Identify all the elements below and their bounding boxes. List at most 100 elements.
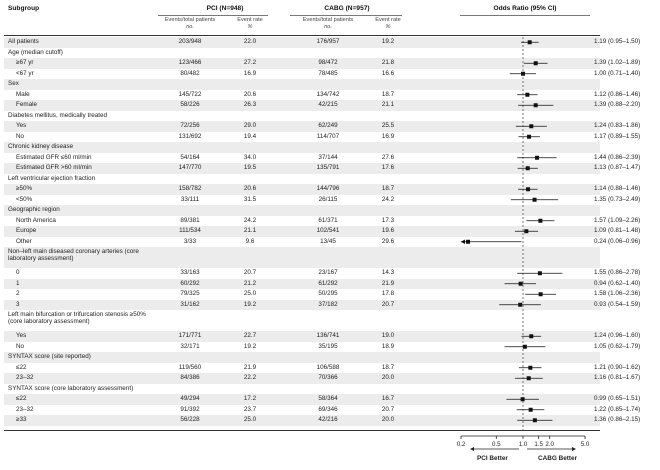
pci-event-rate: 22.2 xyxy=(243,374,257,381)
table-row: North America 89/381 24.2 61/371 17.3 1.57 (1… xyxy=(4,216,640,227)
odds-ratio-ci: 1.12 (0.86–1.46) xyxy=(594,90,641,98)
point-estimate xyxy=(538,218,543,223)
odds-ratio-ci: 1.39 (1.02–1.89) xyxy=(594,59,641,66)
cabg-events: 50/295 xyxy=(318,290,338,297)
cabg-rate-subheader: Event rate xyxy=(375,17,401,23)
table-row: Yes 171/771 22.7 136/741 19.0 1.24 (0.96–1.60… xyxy=(4,331,640,342)
odds-ratio-ci: 1.58 (1.06–2.36) xyxy=(594,290,641,297)
header-rule-pci xyxy=(158,15,268,16)
subgroup-label: Left main bifurcation or trifurcation st… xyxy=(8,311,146,325)
subgroup-label: Yes xyxy=(16,122,27,129)
subgroup-label: ≤22 xyxy=(16,395,27,402)
cabg-event-rate: 27.6 xyxy=(381,153,395,161)
table-row: Yes 72/256 29.0 62/249 25.5 1.24 (0.83–1.86) xyxy=(4,121,640,132)
pci-events: 58/226 xyxy=(180,101,200,108)
pci-events: 123/466 xyxy=(178,59,202,66)
subgroup-label: 3 xyxy=(16,300,20,308)
cabg-event-rate: 16.7 xyxy=(381,395,395,402)
point-estimate xyxy=(522,344,527,349)
cabg-event-rate: 21.8 xyxy=(381,59,395,66)
odds-ratio-ci: 0.93 (0.54–1.59) xyxy=(594,300,641,308)
subgroup-label: No xyxy=(16,342,25,350)
cabg-events: 98/472 xyxy=(318,59,338,66)
cabg-events: 23/167 xyxy=(318,269,338,276)
cabg-pct-unit: % xyxy=(385,24,391,30)
pci-event-rate: 34.0 xyxy=(243,153,257,161)
subgroup-label: Geographic region xyxy=(8,206,60,213)
point-estimate xyxy=(520,397,525,402)
point-estimate xyxy=(526,376,531,381)
subgroup-label: ≤22 xyxy=(16,363,27,371)
pci-event-rate: 23.7 xyxy=(243,405,257,413)
point-estimate xyxy=(524,229,529,234)
table-row: Estimated GFR >60 ml/min 147/770 19.5 135/7… xyxy=(4,163,640,174)
pci-events: 60/292 xyxy=(180,279,200,287)
table-row: Europe 111/534 21.1 102/541 19.6 1.09 (0.81–1… xyxy=(4,226,640,237)
table-row: Left ventricular ejection fraction xyxy=(4,174,600,185)
pci-better-label: PCI Better xyxy=(477,455,508,462)
subgroup-label: Estimated GFR ≤60 ml/min xyxy=(16,153,92,161)
pci-events: 111/534 xyxy=(179,227,201,234)
x-tick-label: 0.2 xyxy=(457,441,466,448)
subgroup-label: No xyxy=(16,132,25,140)
x-tick-label: 1.5 xyxy=(534,441,543,448)
pci-event-rate: 21.9 xyxy=(243,363,257,371)
cabg-events: 37/182 xyxy=(318,300,338,308)
cabg-event-rate: 17.3 xyxy=(381,216,395,224)
cabg-events: 78/485 xyxy=(318,69,338,77)
cabg-event-rate: 21.1 xyxy=(381,101,395,108)
table-row: Geographic region xyxy=(4,205,600,216)
pci-event-rate: 29.0 xyxy=(243,122,257,129)
cabg-event-rate: 18.9 xyxy=(381,342,395,350)
odds-ratio-ci: 1.00 (0.71–1.40) xyxy=(594,69,641,77)
odds-ratio-ci: 1.22 (0.85–1.74) xyxy=(594,405,641,413)
cabg-event-rate: 25.5 xyxy=(381,122,395,129)
pci-event-rate: 21.2 xyxy=(243,279,257,287)
subgroup-label: Age (median cutoff) xyxy=(8,48,63,56)
pci-events: 72/256 xyxy=(180,122,200,129)
pci-events: 54/164 xyxy=(180,153,200,161)
pci-event-rate: 16.9 xyxy=(243,69,257,77)
subgroup-label: 23–32 xyxy=(16,405,34,413)
subgroup-label: Europe xyxy=(16,227,37,234)
point-estimate xyxy=(521,71,525,76)
subgroup-label: ≥33 xyxy=(16,416,27,423)
point-estimate xyxy=(528,407,533,412)
cabg-events: 42/216 xyxy=(318,416,338,423)
subgroup-label: Diabetes mellitus, medically treated xyxy=(8,111,108,119)
x-tick-label: 2.0 xyxy=(545,441,554,448)
table-row: Left main bifurcation or trifurcation st… xyxy=(4,310,600,331)
subgroup-label: Estimated GFR >60 ml/min xyxy=(16,164,92,171)
cabg-events: 61/371 xyxy=(318,216,338,224)
pci-events: 3/33 xyxy=(183,237,197,245)
odds-ratio-ci: 1.55 (0.86–2.78) xyxy=(594,269,641,276)
cabg-event-rate: 19.0 xyxy=(381,332,395,339)
point-estimate xyxy=(526,187,531,192)
table-row: 3 31/162 19.2 37/182 20.7 0.93 (0.54–1.59) xyxy=(4,299,640,310)
header-bottom-rule xyxy=(4,35,600,36)
subgroup-header: Subgroup xyxy=(8,5,40,12)
table-row: ≥33 56/228 25.0 42/216 20.0 1.36 (0.86–2.15) xyxy=(4,415,640,426)
table-row: SYNTAX score (core laboratory assessment… xyxy=(4,384,600,395)
odds-ratio-ci: 0.24 (0.06–0.96) xyxy=(594,237,641,245)
pci-event-rate: 27.2 xyxy=(243,59,257,66)
cabg-events: 58/364 xyxy=(318,395,338,402)
pci-events: 33/111 xyxy=(180,195,200,203)
table-row: No 32/171 19.2 35/195 18.9 1.05 (0.62–1.79) xyxy=(4,342,640,353)
point-estimate xyxy=(466,239,471,244)
cabg-event-rate: 21.9 xyxy=(381,279,395,287)
pci-event-rate: 20.7 xyxy=(243,269,257,276)
table-row: Diabetes mellitus, medically treated xyxy=(4,111,600,122)
pci-events: 171/771 xyxy=(178,332,202,339)
table-row: Male 145/722 20.6 134/742 18.7 1.12 (0.86–1.4… xyxy=(4,90,640,101)
point-estimate xyxy=(535,155,540,160)
subgroup-label: SYNTAX score (site reported) xyxy=(8,353,91,360)
table-row: Estimated GFR ≤60 ml/min 54/164 34.0 37/144… xyxy=(4,153,640,164)
table-row: Chronic kidney disease xyxy=(4,142,600,153)
pci-event-rate: 19.4 xyxy=(243,132,257,140)
cabg-events: 136/741 xyxy=(316,332,340,339)
cabg-events: 61/292 xyxy=(318,279,338,287)
cabg-event-rate: 24.2 xyxy=(381,195,395,203)
subgroup-label: 2 xyxy=(16,290,20,297)
subgroup-label: ≥50% xyxy=(16,185,33,192)
